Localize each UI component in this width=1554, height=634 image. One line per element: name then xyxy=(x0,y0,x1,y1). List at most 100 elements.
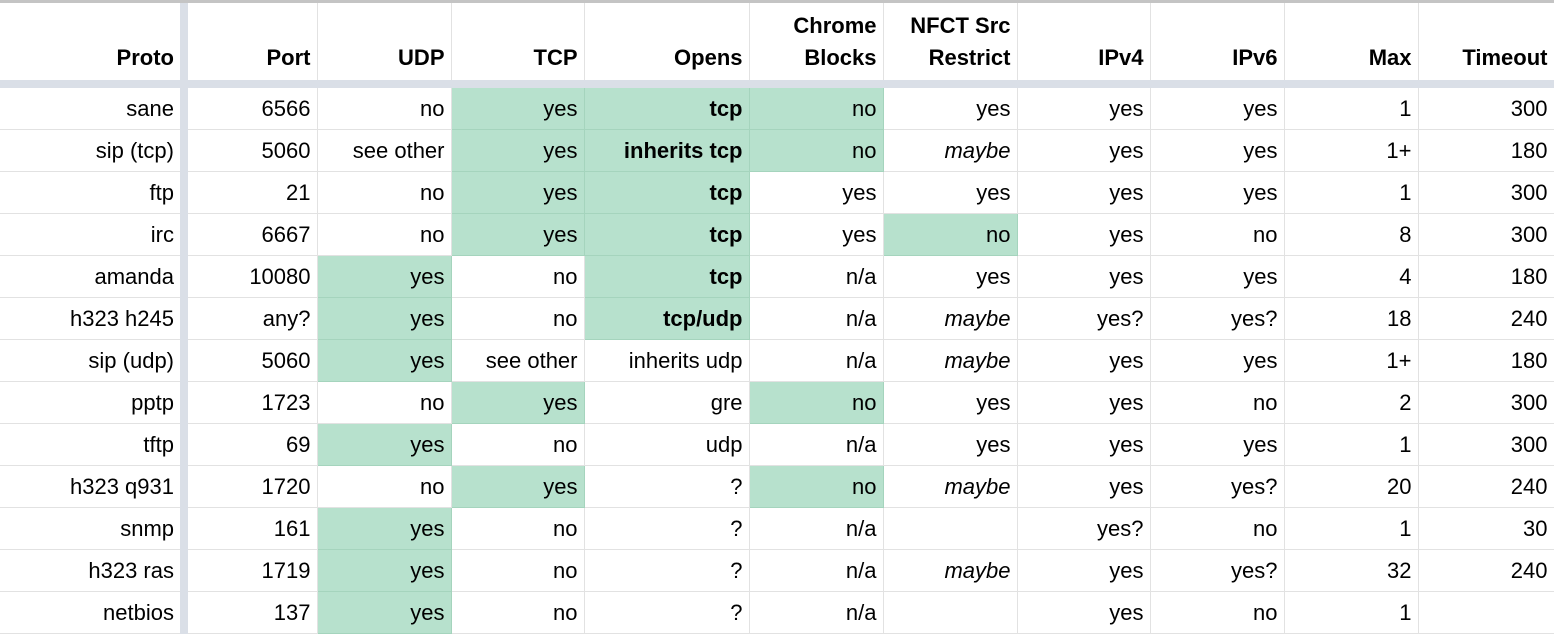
cell[interactable]: yes xyxy=(883,171,1018,214)
cell[interactable]: maybe xyxy=(883,465,1018,508)
cell[interactable] xyxy=(883,591,1018,634)
cell[interactable]: gre xyxy=(584,381,750,424)
cell[interactable]: n/a xyxy=(749,591,884,634)
cell[interactable] xyxy=(883,507,1018,550)
cell[interactable]: no xyxy=(317,381,452,424)
cell[interactable]: sip (tcp) xyxy=(0,129,188,172)
cell[interactable]: yes? xyxy=(1150,549,1285,592)
cell[interactable]: yes xyxy=(1017,129,1151,172)
cell[interactable]: n/a xyxy=(749,297,884,340)
cell[interactable]: no xyxy=(451,255,585,298)
cell[interactable]: 180 xyxy=(1418,255,1554,298)
column-header[interactable]: Max xyxy=(1284,3,1419,88)
cell[interactable] xyxy=(1418,591,1554,634)
cell[interactable]: tcp xyxy=(584,213,750,256)
cell[interactable]: yes xyxy=(749,213,884,256)
cell[interactable]: yes xyxy=(317,339,452,382)
cell[interactable]: inherits tcp xyxy=(584,129,750,172)
cell[interactable]: 5060 xyxy=(184,339,318,382)
cell[interactable]: no xyxy=(317,171,452,214)
cell[interactable]: 8 xyxy=(1284,213,1419,256)
column-header[interactable]: Chrome Blocks xyxy=(749,3,884,88)
cell[interactable]: 1720 xyxy=(184,465,318,508)
cell[interactable]: yes xyxy=(1017,255,1151,298)
cell[interactable]: yes xyxy=(883,255,1018,298)
cell[interactable]: yes xyxy=(451,171,585,214)
cell[interactable]: yes xyxy=(1150,339,1285,382)
cell[interactable]: h323 ras xyxy=(0,549,188,592)
column-header[interactable]: Port xyxy=(184,3,318,88)
cell[interactable]: 1 xyxy=(1284,507,1419,550)
cell[interactable]: no xyxy=(749,381,884,424)
cell[interactable]: yes xyxy=(1150,255,1285,298)
cell[interactable]: yes xyxy=(749,171,884,214)
cell[interactable]: tcp xyxy=(584,255,750,298)
cell[interactable]: sip (udp) xyxy=(0,339,188,382)
cell[interactable]: n/a xyxy=(749,423,884,466)
cell[interactable]: 10080 xyxy=(184,255,318,298)
cell[interactable]: yes xyxy=(317,591,452,634)
cell[interactable]: 2 xyxy=(1284,381,1419,424)
cell[interactable]: n/a xyxy=(749,549,884,592)
cell[interactable]: 300 xyxy=(1418,423,1554,466)
cell[interactable]: no xyxy=(451,297,585,340)
cell[interactable]: see other xyxy=(451,339,585,382)
cell[interactable]: yes xyxy=(451,213,585,256)
cell[interactable]: ftp xyxy=(0,171,188,214)
cell[interactable]: yes? xyxy=(1017,507,1151,550)
cell[interactable]: no xyxy=(451,549,585,592)
cell[interactable]: ? xyxy=(584,549,750,592)
cell[interactable]: 1723 xyxy=(184,381,318,424)
cell[interactable]: yes? xyxy=(1017,297,1151,340)
cell[interactable]: 1719 xyxy=(184,549,318,592)
cell[interactable]: 180 xyxy=(1418,339,1554,382)
cell[interactable]: udp xyxy=(584,423,750,466)
cell[interactable]: snmp xyxy=(0,507,188,550)
column-header[interactable]: Proto xyxy=(0,3,188,88)
cell[interactable]: maybe xyxy=(883,549,1018,592)
cell[interactable]: yes xyxy=(883,84,1018,130)
cell[interactable]: yes xyxy=(1150,171,1285,214)
cell[interactable]: maybe xyxy=(883,129,1018,172)
cell[interactable]: ? xyxy=(584,507,750,550)
cell[interactable]: 240 xyxy=(1418,297,1554,340)
cell[interactable]: yes xyxy=(317,507,452,550)
cell[interactable]: no xyxy=(1150,381,1285,424)
cell[interactable]: 6566 xyxy=(184,84,318,130)
cell[interactable]: 240 xyxy=(1418,465,1554,508)
cell[interactable]: yes? xyxy=(1150,297,1285,340)
column-header[interactable]: UDP xyxy=(317,3,452,88)
cell[interactable]: yes xyxy=(883,381,1018,424)
cell[interactable]: yes xyxy=(317,423,452,466)
cell[interactable]: yes xyxy=(1150,423,1285,466)
cell[interactable]: tftp xyxy=(0,423,188,466)
cell[interactable]: no xyxy=(1150,507,1285,550)
column-header[interactable]: IPv6 xyxy=(1150,3,1285,88)
cell[interactable]: yes xyxy=(1150,129,1285,172)
cell[interactable]: no xyxy=(883,213,1018,256)
cell[interactable]: 300 xyxy=(1418,84,1554,130)
column-header[interactable]: TCP xyxy=(451,3,585,88)
cell[interactable]: no xyxy=(749,84,884,130)
cell[interactable]: 161 xyxy=(184,507,318,550)
cell[interactable]: yes xyxy=(1017,423,1151,466)
cell[interactable]: yes xyxy=(1150,84,1285,130)
column-header[interactable]: Opens xyxy=(584,3,750,88)
cell[interactable]: n/a xyxy=(749,339,884,382)
cell[interactable]: ? xyxy=(584,465,750,508)
cell[interactable]: yes xyxy=(1017,549,1151,592)
cell[interactable]: irc xyxy=(0,213,188,256)
cell[interactable]: yes xyxy=(317,297,452,340)
cell[interactable]: yes xyxy=(883,423,1018,466)
cell[interactable]: 1 xyxy=(1284,423,1419,466)
cell[interactable]: 5060 xyxy=(184,129,318,172)
cell[interactable]: 300 xyxy=(1418,381,1554,424)
column-header[interactable]: IPv4 xyxy=(1017,3,1151,88)
cell[interactable]: n/a xyxy=(749,255,884,298)
cell[interactable]: tcp/udp xyxy=(584,297,750,340)
cell[interactable]: yes xyxy=(317,255,452,298)
cell[interactable]: 18 xyxy=(1284,297,1419,340)
cell[interactable]: 300 xyxy=(1418,171,1554,214)
cell[interactable]: yes xyxy=(1017,213,1151,256)
cell[interactable]: yes xyxy=(1017,171,1151,214)
